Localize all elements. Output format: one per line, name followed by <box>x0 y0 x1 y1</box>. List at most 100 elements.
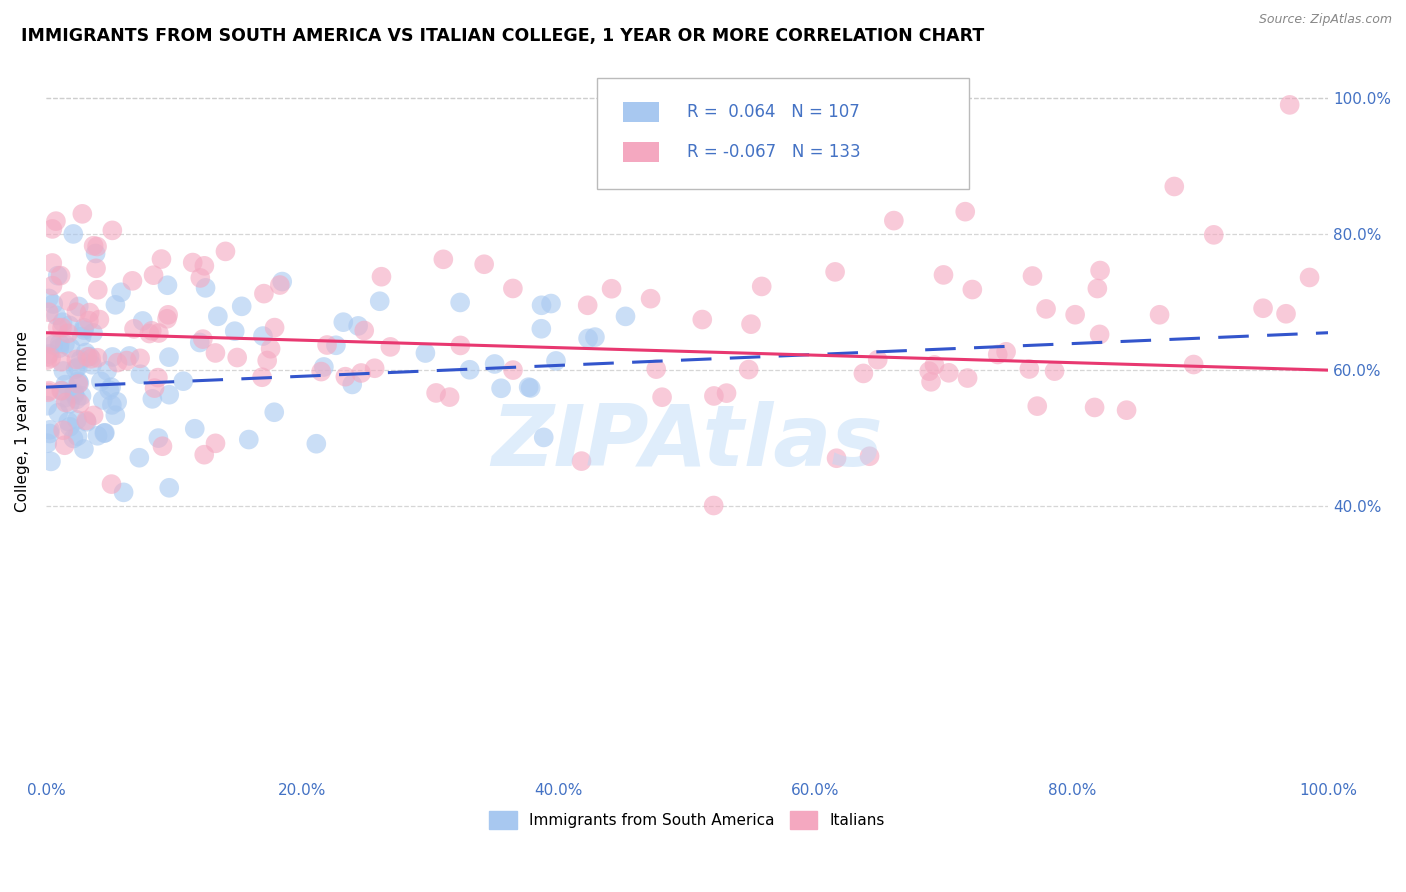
Point <box>48 341 70 355</box>
Y-axis label: College, 1 year or more: College, 1 year or more <box>15 331 30 512</box>
Point <box>938 366 960 380</box>
Point <box>252 329 274 343</box>
Point <box>141 324 163 338</box>
Point <box>67 376 90 391</box>
Point <box>66 413 89 427</box>
Point <box>56 326 79 341</box>
Point <box>918 364 941 378</box>
Point <box>1018 362 1040 376</box>
Point <box>156 278 179 293</box>
Point <box>37 385 59 400</box>
Text: IMMIGRANTS FROM SOUTH AMERICA VS ITALIAN COLLEGE, 1 YEAR OR MORE CORRELATION CHA: IMMIGRANTS FROM SOUTH AMERICA VS ITALIAN… <box>21 27 984 45</box>
Point <box>269 278 291 293</box>
Point <box>920 375 942 389</box>
Point <box>82 326 104 340</box>
Point <box>1084 401 1107 415</box>
Point <box>1182 358 1205 372</box>
Point <box>1035 301 1057 316</box>
Point <box>224 324 246 338</box>
FancyBboxPatch shape <box>623 142 659 162</box>
Point <box>51 384 73 398</box>
Point <box>86 429 108 443</box>
Point <box>439 390 461 404</box>
Point <box>62 432 84 446</box>
Text: ZIPAtlas: ZIPAtlas <box>491 401 883 484</box>
Point <box>53 391 76 405</box>
Point <box>172 374 194 388</box>
Point <box>645 362 668 376</box>
Point <box>517 380 540 394</box>
Point <box>157 387 180 401</box>
Point <box>59 341 82 355</box>
Point <box>65 352 87 367</box>
Point <box>37 436 59 450</box>
Point <box>39 334 62 348</box>
Legend: Immigrants from South America, Italians: Immigrants from South America, Italians <box>484 805 891 835</box>
Point <box>425 386 447 401</box>
Point <box>995 344 1018 359</box>
Point <box>583 330 606 344</box>
Point <box>66 429 89 443</box>
Point <box>100 477 122 491</box>
Point <box>716 386 738 401</box>
Point <box>1026 399 1049 413</box>
Point <box>93 426 115 441</box>
Point <box>48 336 70 351</box>
Point <box>122 322 145 336</box>
Point <box>458 363 481 377</box>
Point <box>73 323 96 337</box>
Point <box>52 423 75 437</box>
Point <box>263 405 285 419</box>
Point <box>39 454 62 468</box>
Point <box>63 385 86 400</box>
Point <box>75 413 97 427</box>
Point <box>263 320 285 334</box>
Point <box>38 426 60 441</box>
Point <box>91 392 114 407</box>
Point <box>1202 227 1225 242</box>
FancyBboxPatch shape <box>623 102 659 122</box>
Point <box>1163 179 1185 194</box>
Point <box>571 454 593 468</box>
Point <box>46 268 69 283</box>
Point <box>80 351 103 366</box>
Point <box>65 362 87 376</box>
Point <box>104 298 127 312</box>
Point <box>59 397 82 411</box>
Point <box>1043 364 1066 378</box>
Point <box>157 481 180 495</box>
Point <box>576 298 599 312</box>
Point <box>148 431 170 445</box>
Point <box>101 223 124 237</box>
Point <box>533 430 555 444</box>
Point <box>1278 98 1301 112</box>
Point <box>824 265 846 279</box>
Point <box>112 485 135 500</box>
Point <box>932 268 955 282</box>
Point <box>335 369 357 384</box>
Point <box>94 425 117 440</box>
Point <box>79 350 101 364</box>
Point <box>129 351 152 366</box>
Point <box>132 314 155 328</box>
Point <box>83 238 105 252</box>
Point <box>63 387 86 401</box>
Point <box>350 366 373 380</box>
Point <box>325 338 347 352</box>
Point <box>41 256 63 270</box>
Point <box>141 392 163 406</box>
Point <box>100 380 122 394</box>
Point <box>858 449 880 463</box>
Point <box>484 357 506 371</box>
Point <box>66 392 89 407</box>
Point <box>101 350 124 364</box>
Point <box>67 374 90 388</box>
Point <box>540 296 562 310</box>
Point <box>194 281 217 295</box>
Point <box>51 315 73 329</box>
Point <box>226 351 249 365</box>
Point <box>1085 281 1108 295</box>
Point <box>156 311 179 326</box>
Point <box>690 312 713 326</box>
Point <box>59 419 82 434</box>
